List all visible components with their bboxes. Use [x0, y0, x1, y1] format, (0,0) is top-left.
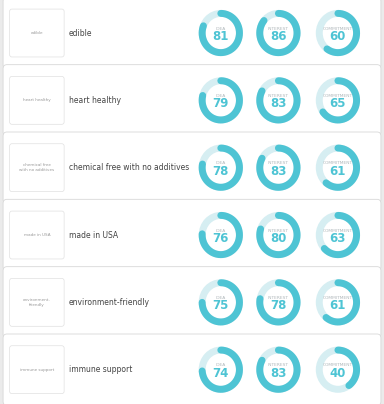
Text: INTEREST: INTEREST — [268, 161, 289, 165]
Text: IDEA: IDEA — [216, 296, 226, 300]
Text: 86: 86 — [270, 30, 286, 43]
Text: 63: 63 — [330, 232, 346, 245]
Text: 76: 76 — [213, 232, 229, 245]
FancyBboxPatch shape — [3, 334, 381, 404]
Text: 83: 83 — [270, 367, 286, 380]
Text: 78: 78 — [270, 299, 286, 312]
Text: chemical free
with no additives: chemical free with no additives — [19, 163, 55, 172]
Text: COMMITMENT: COMMITMENT — [323, 363, 353, 367]
Text: environment-friendly: environment-friendly — [69, 298, 150, 307]
Text: 60: 60 — [330, 30, 346, 43]
FancyBboxPatch shape — [3, 65, 381, 136]
Text: 79: 79 — [213, 97, 229, 110]
Text: 74: 74 — [213, 367, 229, 380]
Text: IDEA: IDEA — [216, 161, 226, 165]
Text: 83: 83 — [270, 165, 286, 178]
FancyBboxPatch shape — [3, 267, 381, 338]
FancyBboxPatch shape — [3, 0, 381, 69]
FancyBboxPatch shape — [10, 76, 64, 124]
Text: environment-
friendly: environment- friendly — [23, 298, 51, 307]
Text: immune support: immune support — [69, 365, 132, 374]
FancyBboxPatch shape — [10, 278, 64, 326]
FancyBboxPatch shape — [3, 199, 381, 271]
Text: heart healthy: heart healthy — [23, 98, 51, 102]
Text: INTEREST: INTEREST — [268, 296, 289, 300]
FancyBboxPatch shape — [10, 144, 64, 191]
FancyBboxPatch shape — [10, 9, 64, 57]
Text: INTEREST: INTEREST — [268, 363, 289, 367]
Text: chemical free with no additives: chemical free with no additives — [69, 163, 189, 172]
Text: 83: 83 — [270, 97, 286, 110]
Text: made in USA: made in USA — [69, 231, 118, 240]
Text: edible: edible — [69, 29, 93, 38]
Text: 61: 61 — [330, 165, 346, 178]
Text: 81: 81 — [213, 30, 229, 43]
FancyBboxPatch shape — [10, 211, 64, 259]
Text: COMMITMENT: COMMITMENT — [323, 229, 353, 233]
Text: COMMITMENT: COMMITMENT — [323, 161, 353, 165]
Text: INTEREST: INTEREST — [268, 94, 289, 98]
Text: immune support: immune support — [20, 368, 54, 372]
Text: IDEA: IDEA — [216, 94, 226, 98]
Text: 40: 40 — [330, 367, 346, 380]
Text: IDEA: IDEA — [216, 229, 226, 233]
Text: 78: 78 — [213, 165, 229, 178]
Text: COMMITMENT: COMMITMENT — [323, 27, 353, 31]
Text: heart healthy: heart healthy — [69, 96, 121, 105]
Text: IDEA: IDEA — [216, 363, 226, 367]
Text: 65: 65 — [330, 97, 346, 110]
FancyBboxPatch shape — [3, 132, 381, 203]
Text: edible: edible — [31, 31, 43, 35]
Text: IDEA: IDEA — [216, 27, 226, 31]
Text: COMMITMENT: COMMITMENT — [323, 296, 353, 300]
Text: 61: 61 — [330, 299, 346, 312]
Text: made in USA: made in USA — [23, 233, 50, 237]
Text: INTEREST: INTEREST — [268, 27, 289, 31]
Text: 75: 75 — [213, 299, 229, 312]
Text: 80: 80 — [270, 232, 286, 245]
Text: COMMITMENT: COMMITMENT — [323, 94, 353, 98]
Text: INTEREST: INTEREST — [268, 229, 289, 233]
FancyBboxPatch shape — [10, 346, 64, 393]
